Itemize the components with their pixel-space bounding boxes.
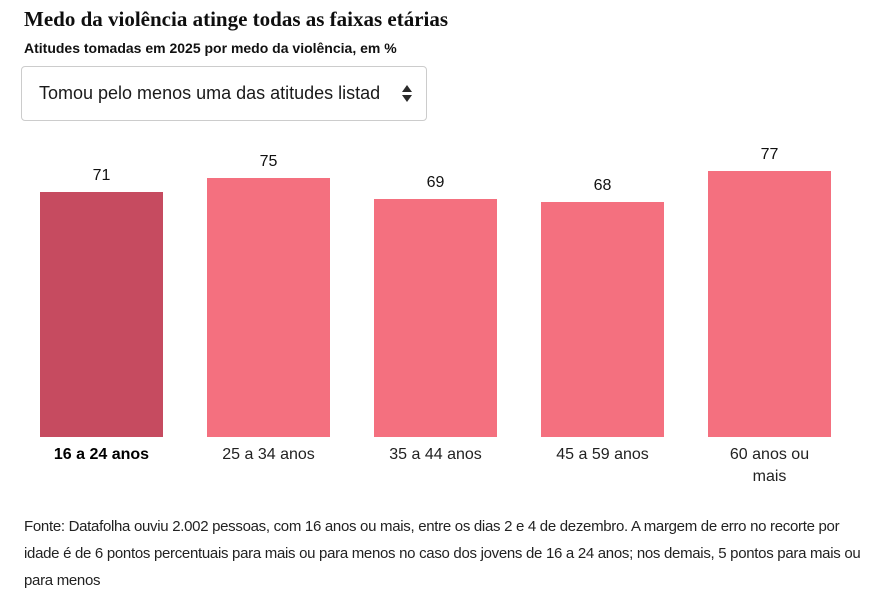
bar (374, 199, 497, 437)
bar (708, 171, 831, 437)
bar-value-label: 69 (426, 174, 445, 191)
bar-column: 77 (708, 145, 831, 437)
category-label: 60 anos ou mais (729, 446, 810, 485)
up-down-arrows-icon[interactable] (402, 85, 412, 102)
category-label: 45 a 59 anos (556, 446, 649, 463)
bar-column: 71 (40, 166, 163, 437)
metric-select-value: Tomou pelo menos uma das atitudes listad (39, 83, 381, 103)
bar-value-label: 77 (760, 146, 779, 163)
bar (40, 192, 163, 437)
bar-column: 69 (374, 173, 497, 437)
source-note: Fonte: Datafolha ouviu 2.002 pessoas, co… (24, 518, 861, 589)
bar-column: 75 (207, 152, 330, 437)
bar-column: 68 (541, 176, 664, 437)
category-label: 16 a 24 anos (53, 446, 150, 463)
category-label: 35 a 44 anos (389, 446, 482, 463)
arrow-up-icon (402, 85, 412, 92)
bar (207, 178, 330, 437)
page-title: Medo da violência atinge todas as faixas… (24, 7, 449, 31)
metric-select[interactable]: Tomou pelo menos uma das atitudes listad (21, 66, 427, 121)
bar-chart-bars: 71 75 69 68 77 (40, 140, 869, 437)
category-label: 25 a 34 anos (222, 446, 315, 463)
arrow-down-icon (402, 95, 412, 102)
bar-chart-labels: 16 a 24 anos 25 a 34 anos 35 a 44 anos 45 a… (40, 444, 869, 488)
bar (541, 202, 664, 437)
bar-value-label: 68 (593, 177, 612, 194)
bar-value-label: 71 (92, 167, 111, 184)
chart-subtitle: Atitudes tomadas em 2025 por medo da vio… (24, 40, 397, 56)
bar-value-label: 75 (259, 153, 278, 170)
bar-chart: 71 75 69 68 77 16 a 24 anos 25 a 34 anos 35 a … (24, 140, 869, 488)
